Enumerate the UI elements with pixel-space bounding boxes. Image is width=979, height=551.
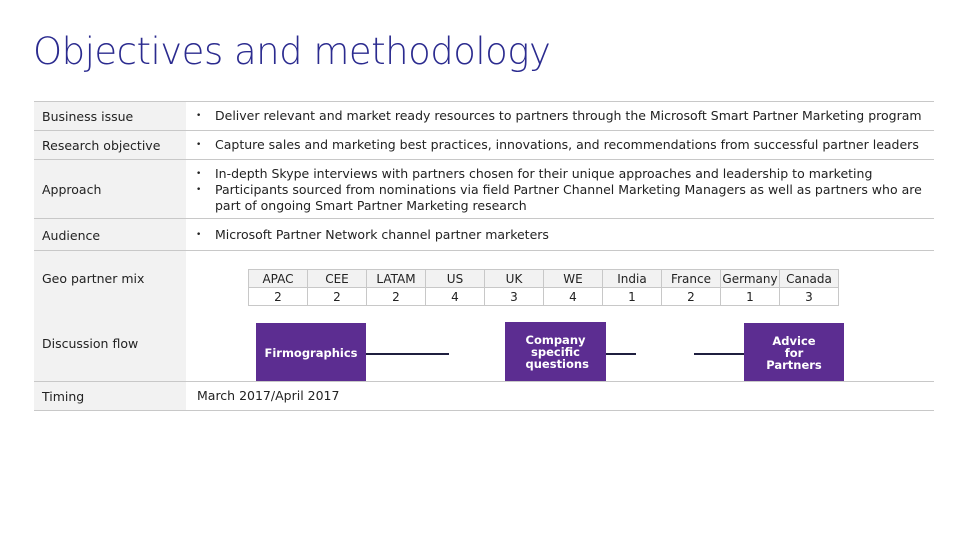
flow-step-company-questions: Company specific questions xyxy=(505,322,606,382)
business-issue-row: Business issue • Deliver relevant and ma… xyxy=(34,101,934,131)
region-count: 3 xyxy=(779,287,839,306)
region-header: US xyxy=(425,269,485,288)
row-content: March 2017/April 2017 xyxy=(187,382,934,411)
row-content: • Deliver relevant and market ready reso… xyxy=(187,102,934,131)
flow-step-label: Company specific questions xyxy=(525,333,589,371)
row-label: Geo partner mix xyxy=(34,251,186,307)
region-header: LATAM xyxy=(366,269,426,288)
bullet-text: Capture sales and marketing best practic… xyxy=(215,137,919,152)
row-label: Business issue xyxy=(34,102,186,131)
row-label: Research objective xyxy=(34,131,186,160)
bullet-text: Participants sourced from nominations vi… xyxy=(215,182,922,213)
region-header: Canada xyxy=(779,269,839,288)
region-header: Germany xyxy=(720,269,780,288)
approach-row: Approach • In-depth Skype interviews wit… xyxy=(34,159,934,219)
geo-row: Geo partner mix xyxy=(34,250,934,307)
region-count: 2 xyxy=(248,287,308,306)
bullet-marker: • xyxy=(196,169,202,179)
bullet-marker: • xyxy=(196,140,202,150)
row-label: Timing xyxy=(34,382,186,411)
bullet-marker: • xyxy=(196,230,202,240)
region-header: France xyxy=(661,269,721,288)
flow-connector xyxy=(366,353,449,355)
region-header: UK xyxy=(484,269,544,288)
audience-row: Audience • Microsoft Partner Network cha… xyxy=(34,218,934,251)
bullet-text: Microsoft Partner Network channel partne… xyxy=(215,227,549,242)
research-objective-row: Research objective • Capture sales and m… xyxy=(34,130,934,160)
region-count: 1 xyxy=(720,287,780,306)
flow-connector xyxy=(694,353,744,355)
row-content: • In-depth Skype interviews with partner… xyxy=(187,160,934,219)
region-count: 4 xyxy=(543,287,603,306)
timing-row: Timing March 2017/April 2017 xyxy=(34,381,934,411)
flow-step-label: Firmographics xyxy=(264,346,358,360)
row-label: Approach xyxy=(34,160,186,219)
discussion-row: Discussion flow xyxy=(34,306,934,381)
row-content: • Microsoft Partner Network channel part… xyxy=(187,219,934,251)
flow-step-firmographics: Firmographics xyxy=(256,323,366,383)
table-bottom-border xyxy=(34,410,934,411)
region-count: 2 xyxy=(661,287,721,306)
page-title: Objectives and methodology xyxy=(33,30,551,73)
geo-partner-table: APAC CEE LATAM US UK WE India France Ger… xyxy=(248,269,839,306)
flow-step-label: Advice for Partners xyxy=(766,334,822,372)
bullet-text: In-depth Skype interviews with partners … xyxy=(215,166,873,181)
region-count: 4 xyxy=(425,287,485,306)
row-content: • Capture sales and marketing best pract… xyxy=(187,131,934,160)
flow-connector xyxy=(606,353,636,355)
flow-step-advice: Advice for Partners xyxy=(744,323,844,383)
bullet-text: Deliver relevant and market ready resour… xyxy=(215,108,922,123)
row-label: Audience xyxy=(34,219,186,251)
region-count: 3 xyxy=(484,287,544,306)
timing-value: March 2017/April 2017 xyxy=(197,388,340,403)
region-count: 2 xyxy=(307,287,367,306)
region-header: India xyxy=(602,269,662,288)
region-count: 2 xyxy=(366,287,426,306)
bullet-marker: • xyxy=(196,111,202,121)
row-label: Discussion flow xyxy=(34,306,186,381)
region-header: CEE xyxy=(307,269,367,288)
region-header: WE xyxy=(543,269,603,288)
region-count: 1 xyxy=(602,287,662,306)
region-header: APAC xyxy=(248,269,308,288)
bullet-marker: • xyxy=(196,185,202,195)
